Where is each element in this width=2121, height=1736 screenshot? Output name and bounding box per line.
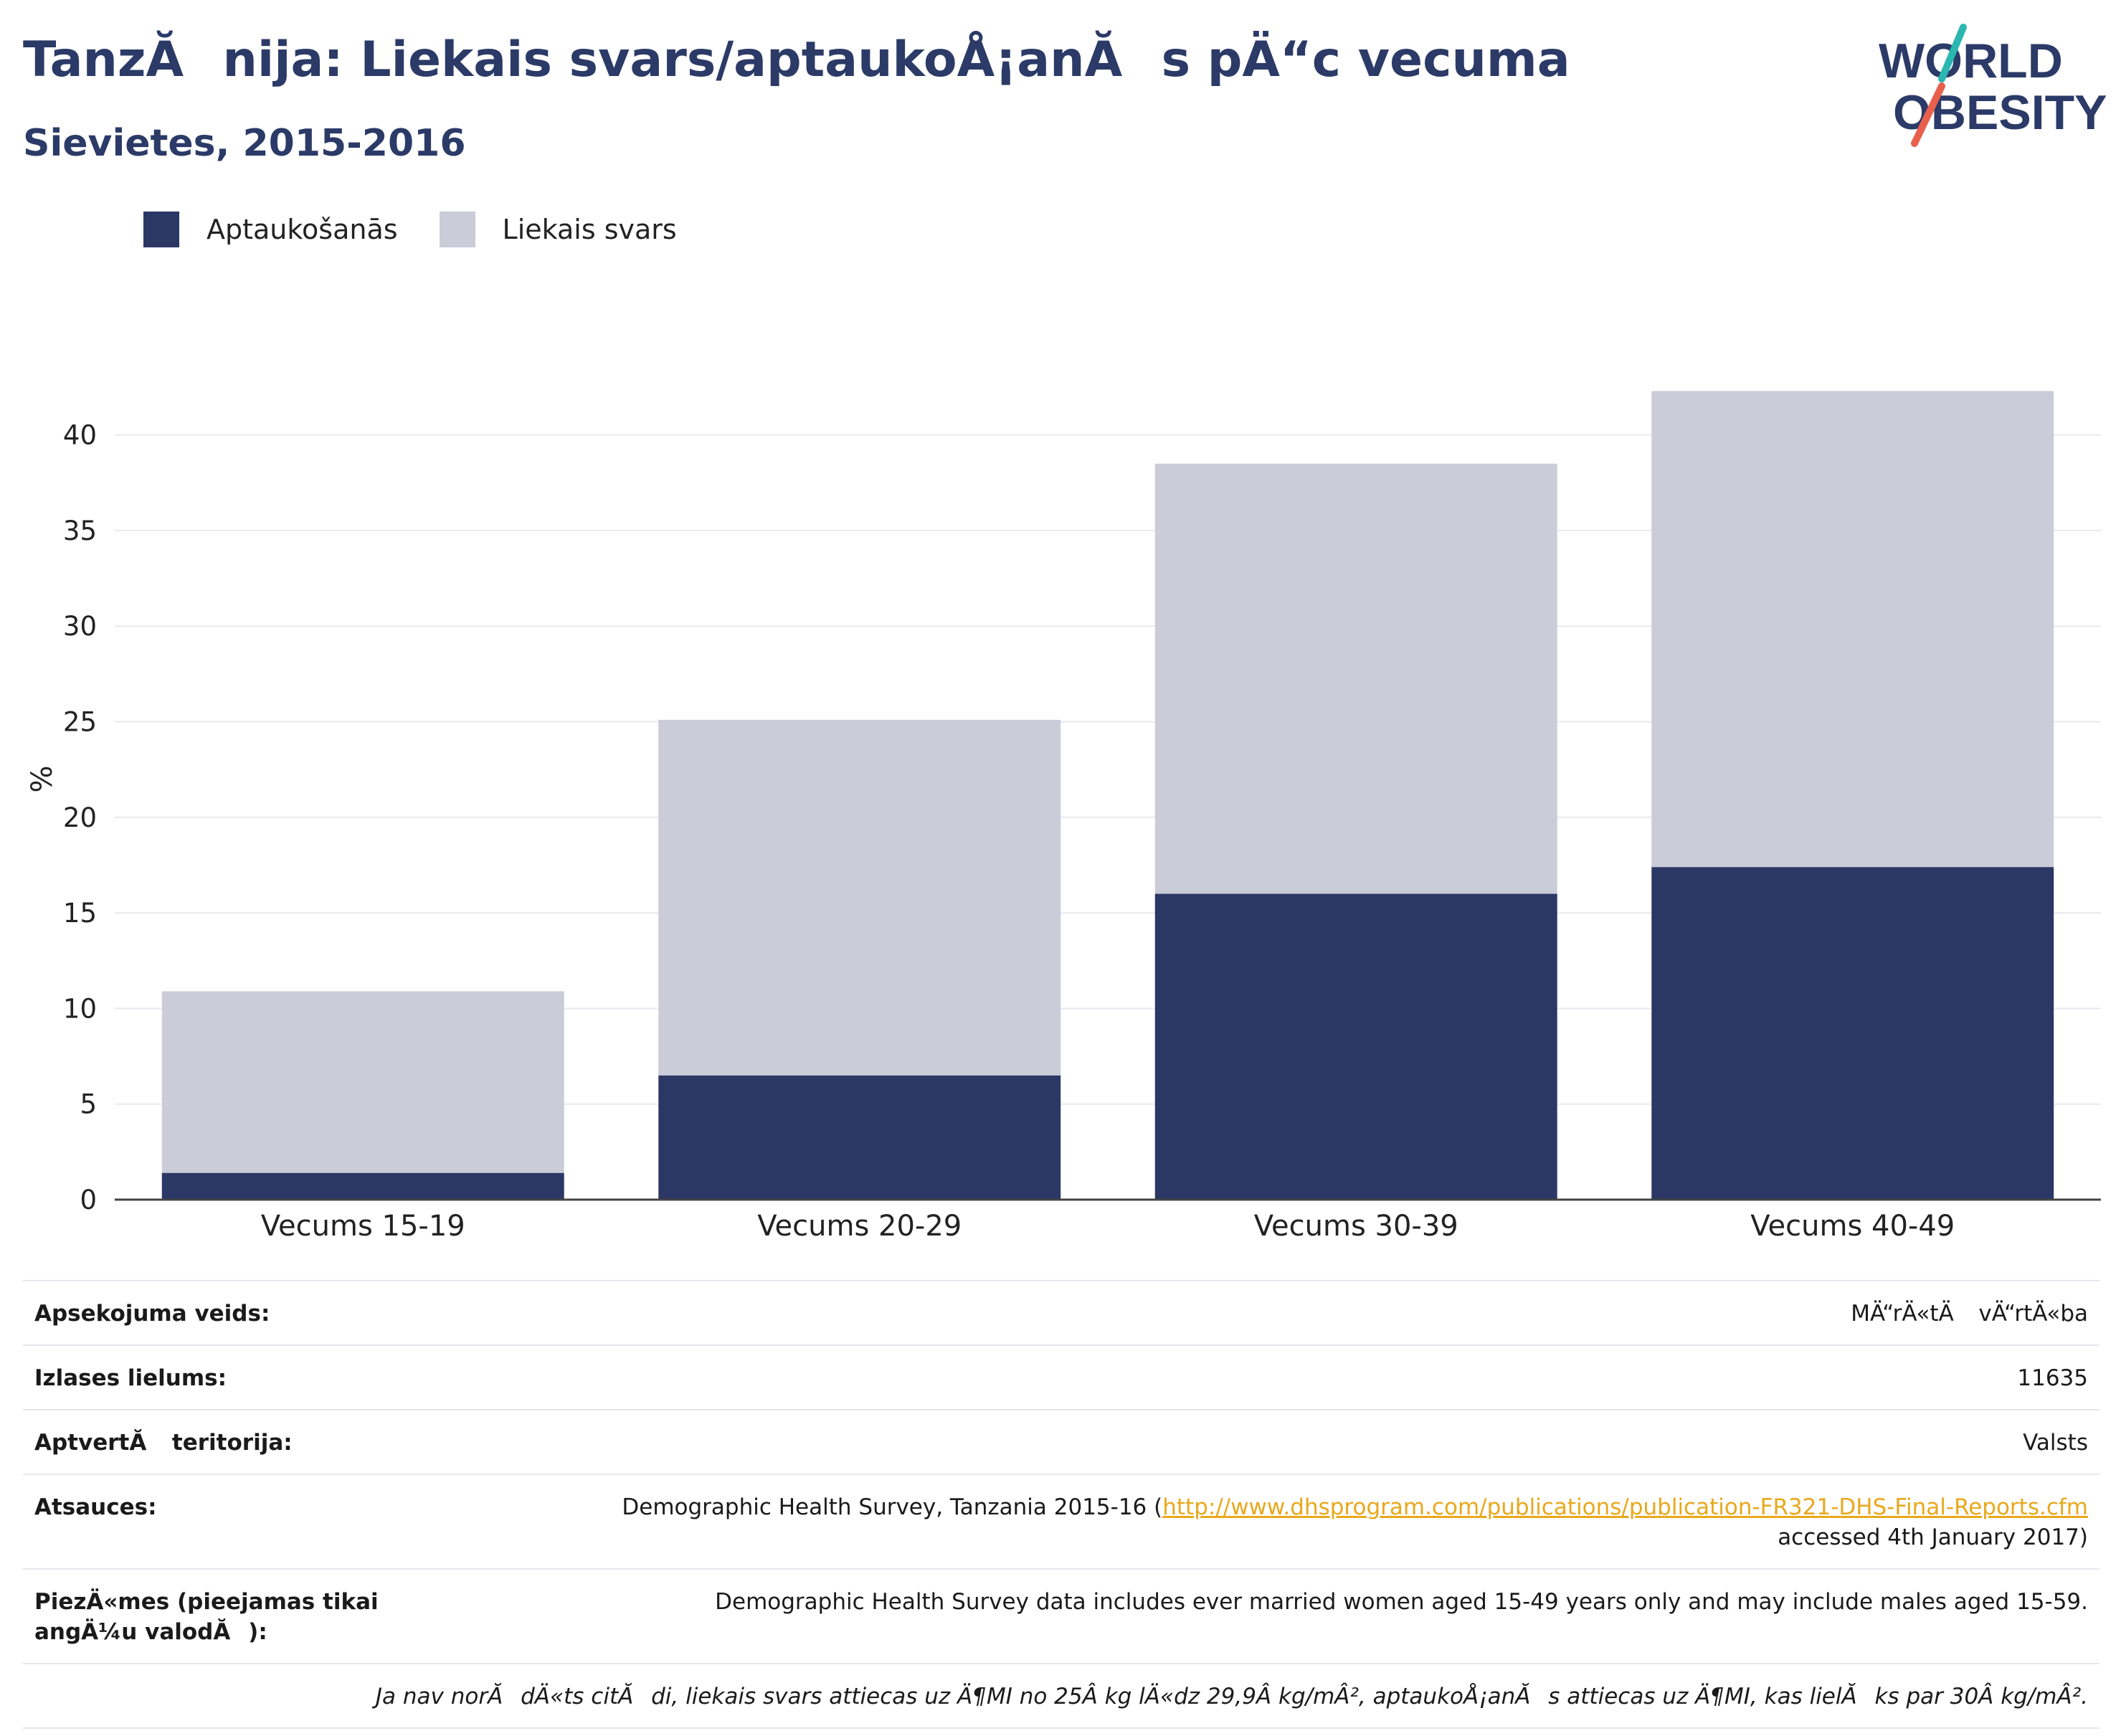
legend-swatch-overweight bbox=[439, 212, 475, 247]
legend-item-overweight[interactable]: Liekais svars bbox=[439, 212, 677, 247]
x-tick-label: Vecums 30-39 bbox=[1254, 1210, 1458, 1241]
info-row-notes: PiezÄ«mes (pieejamas tikai angÄ¼u valodĂ… bbox=[23, 1568, 2099, 1663]
bar-obesity bbox=[161, 1172, 564, 1200]
info-label: PiezÄ«mes (pieejamas tikai angÄ¼u valodĂ… bbox=[34, 1589, 379, 1645]
info-value: MÄ“rÄ«tÄ vÄ“rtÄ«ba bbox=[1851, 1301, 2088, 1327]
x-tick-label: Vecums 15-19 bbox=[261, 1210, 465, 1241]
info-label: Izlases lielums: bbox=[34, 1365, 227, 1391]
x-tick-label: Vecums 40-49 bbox=[1750, 1210, 1955, 1241]
y-tick-label: 40 bbox=[63, 420, 97, 451]
y-tick-label: 15 bbox=[63, 898, 97, 929]
bar-obesity bbox=[1651, 867, 2054, 1200]
bar-overweight bbox=[1154, 463, 1557, 894]
legend-label-obesity: Aptaukošanās bbox=[207, 214, 398, 245]
y-tick-label: 0 bbox=[80, 1185, 97, 1215]
info-value: Demographic Health Survey data includes … bbox=[715, 1589, 2088, 1615]
bar-obesity bbox=[1154, 893, 1557, 1200]
chart-legend: Aptaukošanās Liekais svars bbox=[143, 212, 718, 247]
y-tick-label: 35 bbox=[63, 516, 97, 546]
y-tick-label: 10 bbox=[63, 993, 97, 1024]
logo-slash-teal bbox=[1938, 24, 1967, 82]
bar-overweight bbox=[658, 719, 1061, 1076]
world-obesity-logo: WORLD OBESITY bbox=[1879, 24, 2107, 147]
reference-text: Demographic Health Survey, Tanzania 2015… bbox=[622, 1494, 1163, 1520]
info-value: Valsts bbox=[2023, 1430, 2088, 1456]
info-row-survey-type: Apsekojuma veids: MÄ“rÄ«tÄ vÄ“rtÄ«ba bbox=[23, 1280, 2099, 1344]
chart-subtitle: Sievietes, 2015-2016 bbox=[23, 122, 466, 165]
stacked-bar-chart: 0 5 10 15 20 25 30 35 40% Vecums 15-19 Vecums 20-2… bbox=[26, 391, 2101, 1241]
legend-item-obesity[interactable]: Aptaukošanās bbox=[143, 212, 398, 247]
info-row-coverage: AptvertĂ teritorija: Valsts bbox=[23, 1409, 2099, 1474]
info-row-references: Atsauces: Demographic Health Survey, Tan… bbox=[23, 1474, 2099, 1568]
legend-swatch-obesity bbox=[143, 212, 179, 247]
y-tick-label: 5 bbox=[80, 1089, 97, 1120]
info-label: Apsekojuma veids: bbox=[34, 1301, 270, 1327]
info-label: Atsauces: bbox=[34, 1494, 157, 1520]
info-value: Demographic Health Survey, Tanzania 2015… bbox=[479, 1492, 2099, 1552]
y-axis-label: % bbox=[26, 765, 59, 792]
bmi-footnote: Ja nav norĂdÄ«ts citĂdi, liekais svars… bbox=[23, 1663, 2099, 1729]
logo-slash-red bbox=[1911, 82, 1945, 147]
reference-link[interactable]: http://www.dhsprogram.com/publications/p… bbox=[1162, 1494, 2088, 1520]
y-tick-label: 25 bbox=[63, 707, 97, 738]
info-label: AptvertĂ teritorija: bbox=[34, 1430, 293, 1456]
bar-overweight bbox=[1651, 391, 2054, 868]
y-tick-label: 20 bbox=[63, 802, 97, 833]
chart-title: TanzĂnija: Liekais svars/aptaukoÅ¡anĂs… bbox=[23, 32, 1570, 88]
x-tick-label: Vecums 20-29 bbox=[757, 1210, 962, 1241]
logo-line1: WORLD bbox=[1879, 34, 2063, 88]
y-tick-label: 30 bbox=[63, 611, 97, 642]
reference-accessed: accessed 4th January 2017) bbox=[1778, 1524, 2088, 1550]
bar-obesity bbox=[658, 1075, 1061, 1200]
survey-info-table: Apsekojuma veids: MÄ“rÄ«tÄ vÄ“rtÄ«ba Iz… bbox=[23, 1280, 2099, 1729]
legend-label-overweight: Liekais svars bbox=[502, 214, 677, 245]
info-value: 11635 bbox=[2017, 1365, 2088, 1391]
bar-overweight bbox=[161, 991, 564, 1173]
info-row-sample-size: Izlases lielums: 11635 bbox=[23, 1344, 2099, 1409]
logo-line2: OBESITY bbox=[1893, 85, 2107, 140]
